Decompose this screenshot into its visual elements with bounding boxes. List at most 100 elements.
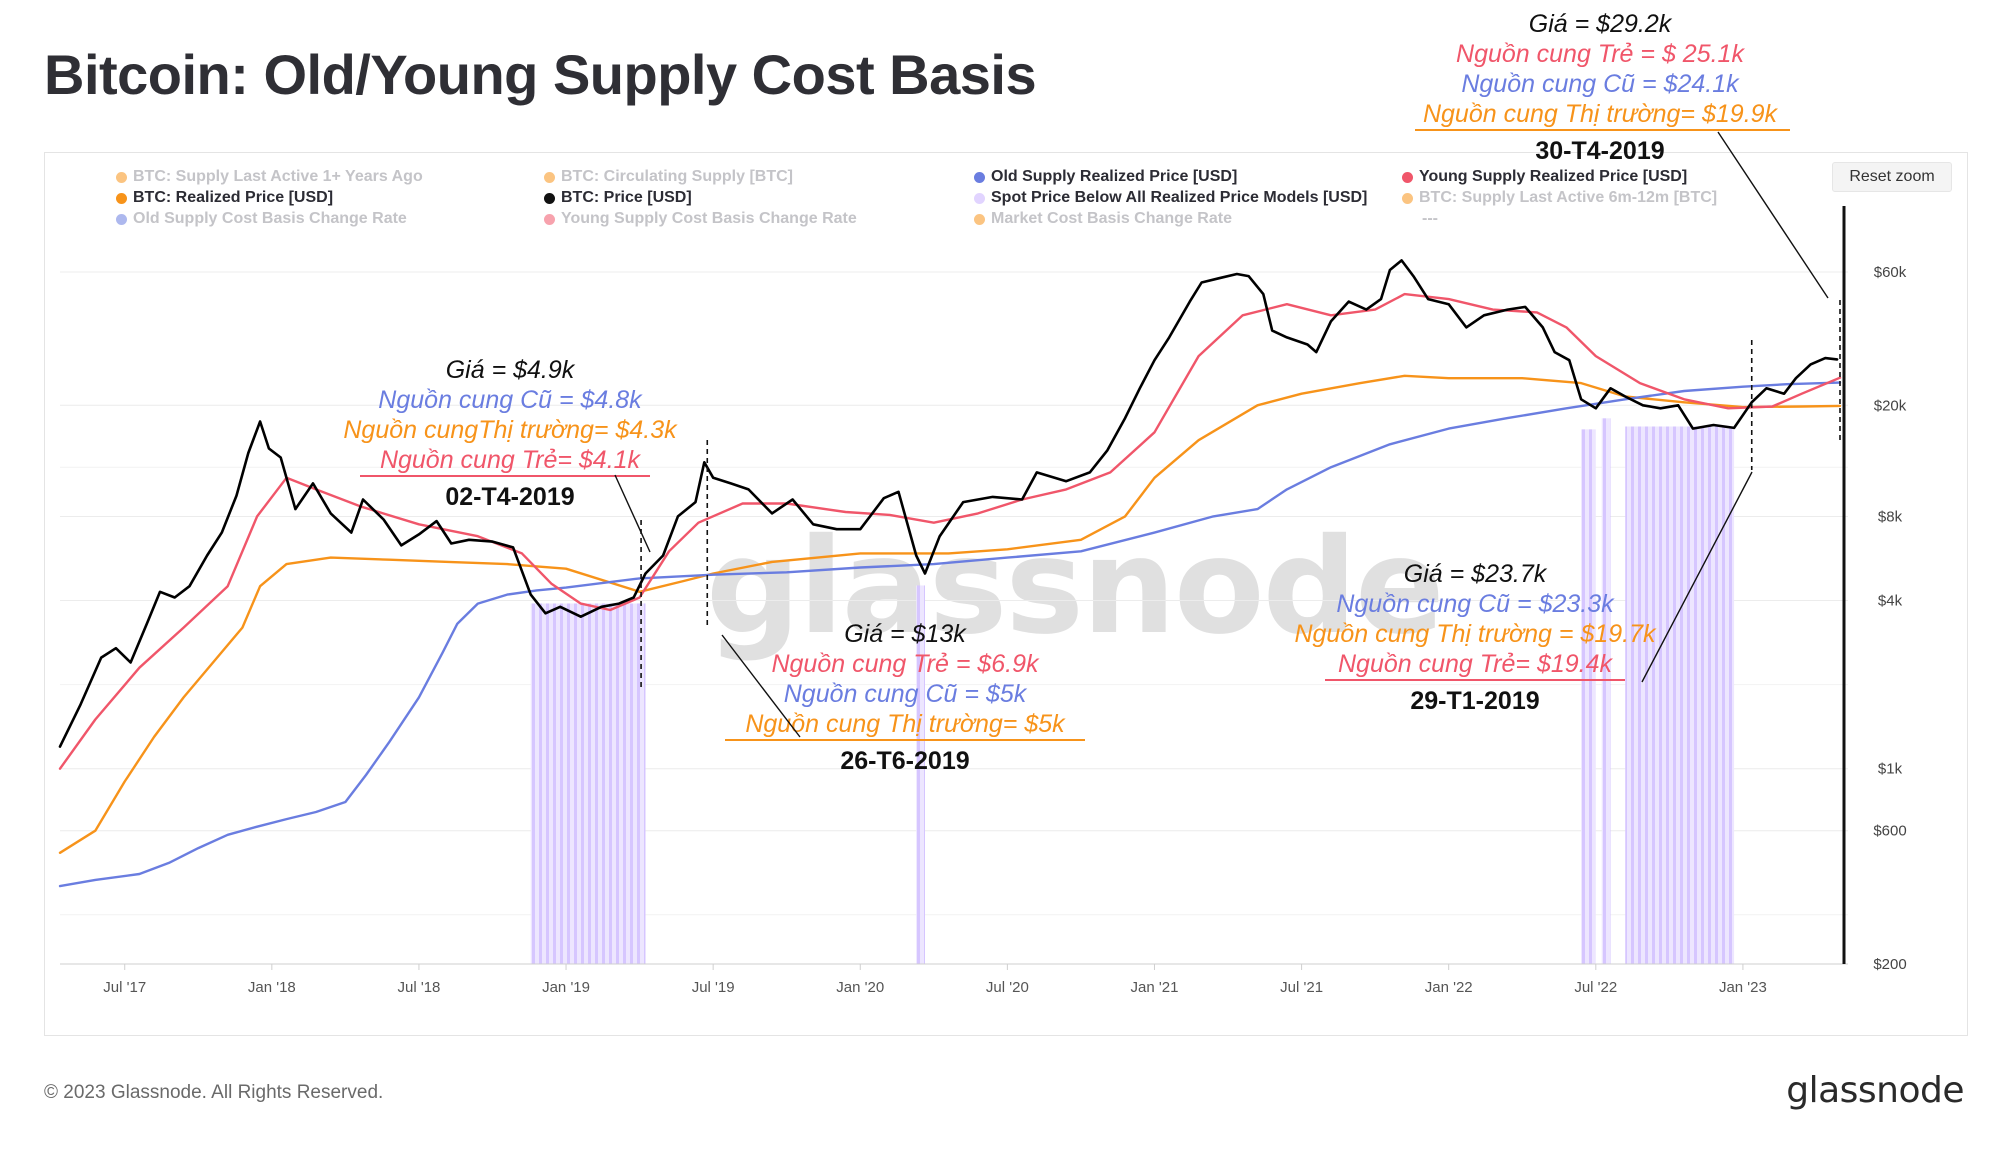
x-tick-label: Jul '20 [986,979,1029,996]
annotation-line: Giá = $23.7k [1404,560,1548,588]
legend-item[interactable]: Spot Price Below All Realized Price Mode… [974,189,1367,207]
series-line-young-realized [58,292,1842,770]
legend-dot [116,192,127,204]
x-tick-label: Jan '20 [836,979,884,996]
legend-dot [116,213,127,225]
legend-dot [544,171,555,183]
annotation-line: Nguồn cung Trẻ = $6.9k [771,650,1040,678]
legend-label: --- [1422,210,1438,227]
legend-label: Old Supply Realized Price [USD] [991,168,1238,185]
legend-dot [974,213,985,225]
legend-item[interactable]: BTC: Circulating Supply [BTC] [544,168,793,186]
legend-label: BTC: Price [USD] [561,189,692,206]
annotation-leader-line [614,474,651,553]
annotation-line: Giá = $4.9k [446,356,576,384]
legend-label: BTC: Circulating Supply [BTC] [561,168,793,185]
x-tick-label: Jul '21 [1280,979,1323,996]
annotation-date: 29-T1-2019 [1410,687,1539,715]
legend-dot [974,192,985,204]
annotation-line: Nguồn cung Trẻ= $19.4k [1338,650,1614,678]
legend-dot [544,213,555,225]
legend-label: Old Supply Cost Basis Change Rate [133,210,407,227]
series-line-price [58,259,1839,748]
annotation-line: Nguồn cung Cũ = $4.8k [378,386,643,414]
legend-item[interactable]: BTC: Price [USD] [544,189,692,207]
y-tick-label: $600 [1873,823,1906,840]
legend-item[interactable]: --- [1422,210,1438,228]
x-tick-label: Jan '19 [542,979,590,996]
legend-dot [974,171,985,183]
annotation-line: Nguồn cung Cũ = $23.3k [1336,590,1615,618]
annotation-line: Nguồn cung Thị trường = $19.7k [1294,620,1657,648]
annotation-line: Nguồn cung Thị trường= $19.9k [1423,100,1779,128]
legend-item[interactable]: BTC: Realized Price [USD] [116,189,333,207]
legend-label: Young Supply Realized Price [USD] [1419,168,1688,185]
annotation-date: 26-T6-2019 [840,747,969,775]
chart-frame [44,152,1968,1036]
legend-item[interactable]: Young Supply Cost Basis Change Rate [544,210,857,228]
legend-dot [1402,171,1413,183]
legend-item[interactable]: BTC: Supply Last Active 1+ Years Ago [116,168,423,186]
axis-layer: $200 $600 $1k $4k $8k $20k $60k Jul '17 Jan '18 J… [60,206,1907,996]
x-tick-label: Jul '17 [103,979,146,996]
legend-label: BTC: Supply Last Active 1+ Years Ago [133,168,423,185]
series-line-old-realized [58,381,1842,888]
legend-item[interactable]: BTC: Supply Last Active 6m-12m [BTC] [1402,189,1717,207]
x-tick-label: Jan '21 [1131,979,1179,996]
legend-item[interactable]: Young Supply Realized Price [USD] [1402,168,1687,186]
legend-item[interactable]: Market Cost Basis Change Rate [974,210,1232,228]
annotation-line: Nguồn cung Cũ = $24.1k [1461,70,1740,98]
x-tick-label: Jul '22 [1574,979,1617,996]
x-tick-label: Jul '19 [692,979,735,996]
footer-copyright: © 2023 Glassnode. All Rights Reserved. [44,1082,384,1103]
legend-label: Young Supply Cost Basis Change Rate [561,210,857,227]
annotation-line: Giá = $13k [844,620,967,648]
y-tick-label: $1k [1878,761,1903,778]
annotation-line: Nguồn cung Trẻ= $4.1k [380,446,642,474]
y-tick-label: $20k [1874,397,1907,414]
spot-below-region [1601,418,1611,965]
legend-dot [1402,192,1413,204]
watermark: glassnode [706,510,1445,664]
annotation-leader-line [1641,471,1753,683]
chart-legend: BTC: Supply Last Active 1+ Years Ago BTC… [70,168,1730,232]
annotation-line: Nguồn cung Trẻ = $ 25.1k [1456,40,1745,68]
annotation-line: Nguồn cungThị trường= $4.3k [343,416,678,444]
annotation-line: Giá = $29.2k [1529,10,1673,38]
legend-item[interactable]: Old Supply Cost Basis Change Rate [116,210,407,228]
legend-label: Spot Price Below All Realized Price Mode… [991,189,1368,206]
series-layer [58,259,1842,888]
spot-below-region [530,603,646,964]
x-tick-label: Jan '22 [1425,979,1473,996]
series-line-market-realized [58,374,1842,854]
x-tick-label: Jan '23 [1719,979,1767,996]
page-title: Bitcoin: Old/Young Supply Cost Basis [44,43,1037,106]
reset-zoom-button[interactable]: Reset zoom [1832,162,1952,192]
y-tick-label: $60k [1874,264,1907,281]
x-tick-label: Jan '18 [248,979,296,996]
legend-dot [116,171,127,183]
legend-label: BTC: Realized Price [USD] [133,189,334,206]
y-tick-label: $4k [1878,593,1903,610]
spot-below-region [1625,426,1735,964]
spot-below-regions [530,418,1735,965]
annotation-leader-line [1717,131,1829,299]
x-tick-label: Jul '18 [397,979,440,996]
annotation-line: Nguồn cung Thị trường= $5k [745,710,1066,738]
annotation-leader-line [721,634,801,738]
legend-dot [544,192,555,204]
legend-label: Market Cost Basis Change Rate [991,210,1232,227]
spot-below-region [1581,429,1596,965]
spot-below-region [916,585,925,964]
y-tick-label: $8k [1878,508,1903,525]
annotation-date: 02-T4-2019 [445,483,574,511]
glassnode-logo[interactable]: glassnode [1786,1070,1964,1111]
legend-item[interactable]: Old Supply Realized Price [USD] [974,168,1237,186]
annotation-line: Nguồn cung Cũ = $5k [784,680,1028,708]
